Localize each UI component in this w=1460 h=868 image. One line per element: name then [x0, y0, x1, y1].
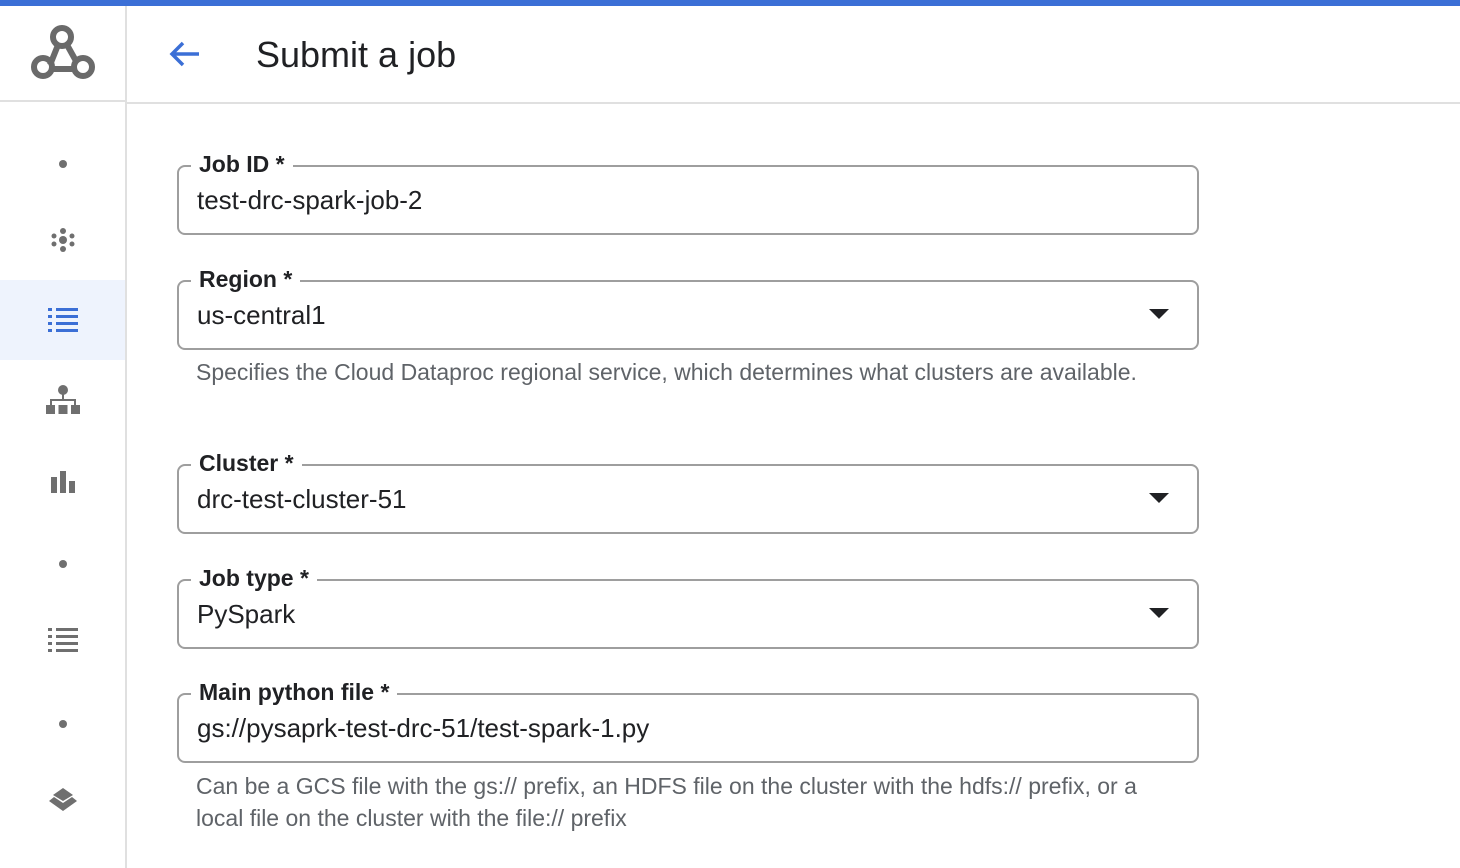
cluster-label: Cluster *: [191, 450, 302, 477]
nav-item-workflows[interactable]: [0, 360, 125, 440]
list-icon: [47, 628, 78, 652]
layers-icon: [48, 788, 77, 811]
main-file-help-text: Can be a GCS file with the gs:// prefix,…: [196, 773, 1137, 831]
region-value: us-central1: [197, 300, 326, 330]
nav-item-1[interactable]: [0, 124, 125, 204]
job-type-value: PySpark: [197, 599, 296, 629]
dot-icon: [58, 720, 67, 728]
back-button[interactable]: [165, 34, 205, 74]
bar-chart-icon: [50, 471, 75, 493]
job-id-label: Job ID *: [191, 151, 293, 178]
dropdown-arrow-icon[interactable]: [1149, 608, 1169, 618]
dot-icon: [58, 160, 67, 168]
job-type-select[interactable]: Job type * PySpark: [177, 565, 1199, 649]
dropdown-arrow-icon[interactable]: [1149, 493, 1169, 503]
nav-item-jobs[interactable]: [0, 280, 125, 360]
sidebar: [0, 6, 127, 868]
cluster-dots-icon: [51, 228, 74, 252]
nav-item-list[interactable]: [0, 600, 125, 680]
page-title: Submit a job: [256, 34, 457, 75]
dataproc-logo[interactable]: [0, 6, 125, 102]
list-icon: [47, 308, 78, 332]
job-id-input[interactable]: Job ID * test-drc-spark-job-2: [177, 151, 1199, 235]
top-accent-bar: [0, 0, 1460, 6]
cluster-value: drc-test-cluster-51: [197, 484, 407, 514]
region-help-text: Specifies the Cloud Dataproc regional se…: [196, 359, 1137, 385]
dot-icon: [58, 560, 67, 568]
region-label: Region *: [191, 266, 301, 293]
nav-item-metrics[interactable]: [0, 442, 125, 522]
main-python-file-input[interactable]: Main python file * gs://pysaprk-test-drc…: [177, 679, 1199, 763]
main-python-file-value: gs://pysaprk-test-drc-51/test-spark-1.py: [197, 713, 650, 743]
nav-item-6[interactable]: [0, 524, 125, 604]
cluster-select[interactable]: Cluster * drc-test-cluster-51: [177, 450, 1199, 534]
main-python-file-label: Main python file *: [191, 679, 398, 706]
hierarchy-icon: [45, 385, 80, 414]
dropdown-arrow-icon[interactable]: [1149, 309, 1169, 319]
nav-item-layers[interactable]: [0, 760, 125, 840]
nav-item-clusters[interactable]: [0, 200, 125, 280]
region-select[interactable]: Region * us-central1: [177, 266, 1199, 350]
job-id-value: test-drc-spark-job-2: [197, 185, 423, 215]
arrow-back-icon: [169, 41, 199, 67]
job-type-label: Job type *: [191, 565, 317, 592]
page-header: Submit a job: [127, 6, 1460, 104]
dataproc-logo-icon: [30, 25, 95, 79]
nav-item-8[interactable]: [0, 684, 125, 764]
